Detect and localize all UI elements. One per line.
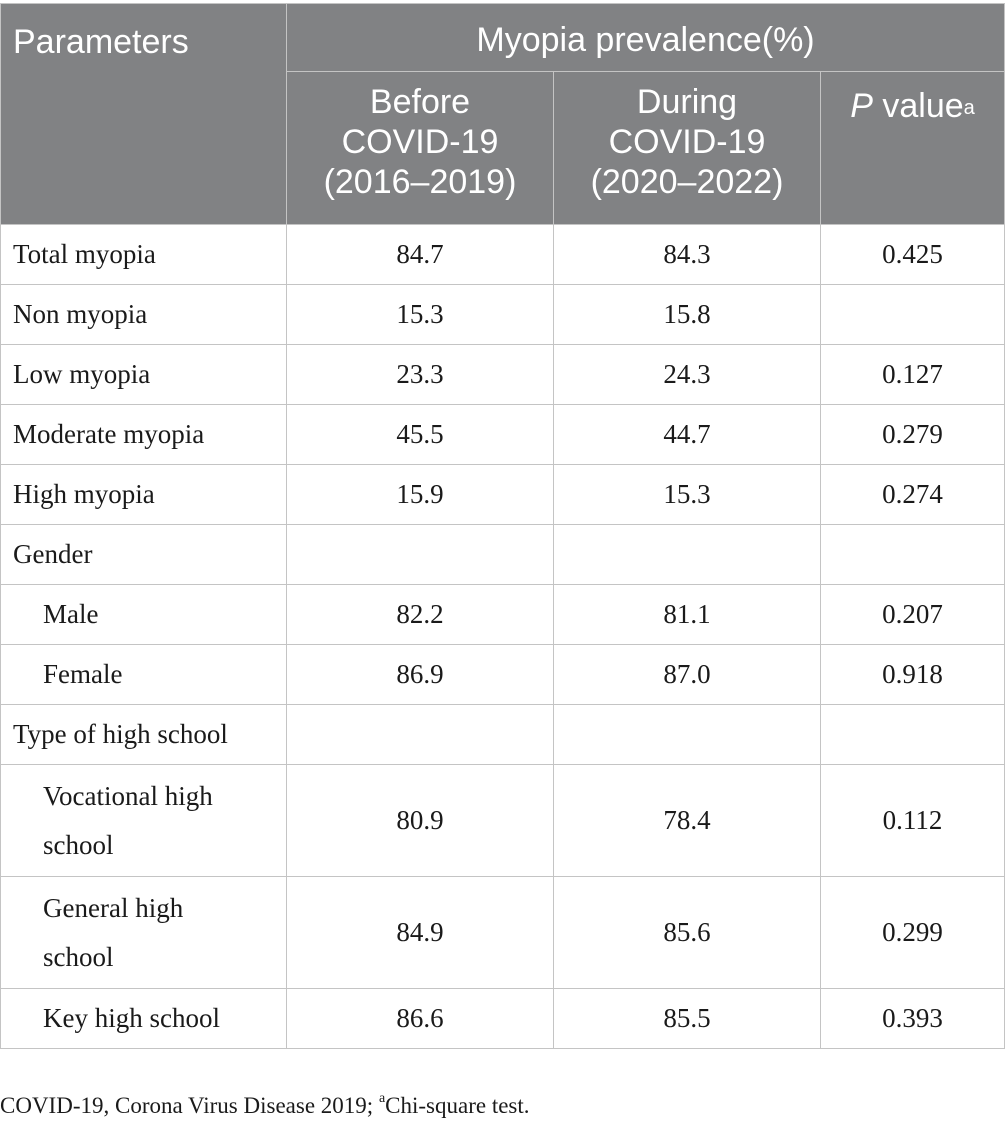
cell-before: 15.9 bbox=[286, 464, 554, 525]
cell-during: 15.8 bbox=[553, 284, 821, 345]
cell-pvalue: 0.918 bbox=[819, 644, 1005, 705]
table-row-section: Type of high school bbox=[0, 704, 1005, 765]
column-header-pvalue: P valuea bbox=[819, 71, 1005, 225]
column-header-before: Before COVID-19 (2016–2019) bbox=[286, 71, 554, 225]
table-row: Low myopia 23.3 24.3 0.127 bbox=[0, 344, 1005, 405]
header-before-line-3: (2016–2019) bbox=[323, 163, 517, 201]
table-row: High myopia 15.9 15.3 0.274 bbox=[0, 464, 1005, 525]
table-row: Total myopia 84.7 84.3 0.425 bbox=[0, 224, 1005, 285]
cell-before: 82.2 bbox=[286, 584, 554, 645]
header-during-line-3: (2020–2022) bbox=[590, 163, 784, 201]
cell-pvalue: 0.425 bbox=[819, 224, 1005, 285]
cell-during: 24.3 bbox=[553, 344, 821, 405]
cell-during: 15.3 bbox=[553, 464, 821, 525]
row-label: Total myopia bbox=[0, 224, 287, 285]
cell-before bbox=[286, 704, 554, 765]
row-label: Non myopia bbox=[0, 284, 287, 345]
cell-pvalue bbox=[819, 284, 1005, 345]
table-row: Male 82.2 81.1 0.207 bbox=[0, 584, 1005, 645]
cell-before: 84.9 bbox=[286, 876, 554, 989]
section-label: Type of high school bbox=[0, 704, 287, 765]
cell-pvalue: 0.393 bbox=[819, 988, 1005, 1049]
cell-before bbox=[286, 524, 554, 585]
row-label: Male bbox=[0, 584, 287, 645]
row-label: Female bbox=[0, 644, 287, 705]
myopia-prevalence-table: Parameters Myopia prevalence(%) Before C… bbox=[0, 3, 1005, 1049]
cell-during: 85.6 bbox=[553, 876, 821, 989]
cell-before: 80.9 bbox=[286, 764, 554, 877]
pvalue-footnote-mark: a bbox=[963, 97, 975, 119]
table-row: Vocational high school 80.9 78.4 0.112 bbox=[0, 764, 1005, 877]
column-group-header: Myopia prevalence(%) bbox=[285, 3, 1005, 72]
cell-pvalue bbox=[819, 704, 1005, 765]
cell-before: 15.3 bbox=[286, 284, 554, 345]
cell-pvalue: 0.274 bbox=[819, 464, 1005, 525]
row-label: Key high school bbox=[0, 988, 287, 1049]
cell-before: 86.6 bbox=[286, 988, 554, 1049]
row-label: High myopia bbox=[0, 464, 287, 525]
section-label: Gender bbox=[0, 524, 287, 585]
cell-pvalue: 0.299 bbox=[819, 876, 1005, 989]
cell-pvalue bbox=[819, 524, 1005, 585]
cell-pvalue: 0.127 bbox=[819, 344, 1005, 405]
row-label: General high school bbox=[0, 876, 287, 989]
cell-pvalue: 0.207 bbox=[819, 584, 1005, 645]
cell-during: 44.7 bbox=[553, 404, 821, 465]
footnote-tail: Chi-square test. bbox=[385, 1093, 530, 1118]
cell-pvalue: 0.279 bbox=[819, 404, 1005, 465]
column-header-parameters: Parameters bbox=[0, 3, 287, 225]
cell-before: 45.5 bbox=[286, 404, 554, 465]
header-before-line-2: COVID-19 bbox=[341, 123, 499, 161]
table-row: General high school 84.9 85.6 0.299 bbox=[0, 876, 1005, 989]
table-row-section: Gender bbox=[0, 524, 1005, 585]
cell-during: 81.1 bbox=[553, 584, 821, 645]
footnote-text: COVID-19, Corona Virus Disease 2019; bbox=[0, 1093, 379, 1118]
pvalue-p: P bbox=[850, 87, 873, 125]
table-row: Key high school 86.6 85.5 0.393 bbox=[0, 988, 1005, 1049]
column-header-during: During COVID-19 (2020–2022) bbox=[553, 71, 821, 225]
cell-during bbox=[553, 704, 821, 765]
row-label: Moderate myopia bbox=[0, 404, 287, 465]
header-during-line-1: During bbox=[636, 83, 738, 121]
table-footnote: COVID-19, Corona Virus Disease 2019; aCh… bbox=[0, 1091, 530, 1119]
cell-pvalue: 0.112 bbox=[819, 764, 1005, 877]
header-during-line-2: COVID-19 bbox=[608, 123, 766, 161]
cell-before: 86.9 bbox=[286, 644, 554, 705]
cell-before: 84.7 bbox=[286, 224, 554, 285]
cell-during: 78.4 bbox=[553, 764, 821, 877]
cell-during: 84.3 bbox=[553, 224, 821, 285]
table-row: Moderate myopia 45.5 44.7 0.279 bbox=[0, 404, 1005, 465]
header-before-line-1: Before bbox=[369, 83, 471, 121]
footnote-mark: a bbox=[378, 1091, 386, 1106]
pvalue-text: value bbox=[872, 87, 964, 125]
row-label: Vocational high school bbox=[0, 764, 287, 877]
cell-during: 87.0 bbox=[553, 644, 821, 705]
cell-before: 23.3 bbox=[286, 344, 554, 405]
cell-during bbox=[553, 524, 821, 585]
table-row: Female 86.9 87.0 0.918 bbox=[0, 644, 1005, 705]
row-label: Low myopia bbox=[0, 344, 287, 405]
table-row: Non myopia 15.3 15.8 bbox=[0, 284, 1005, 345]
cell-during: 85.5 bbox=[553, 988, 821, 1049]
